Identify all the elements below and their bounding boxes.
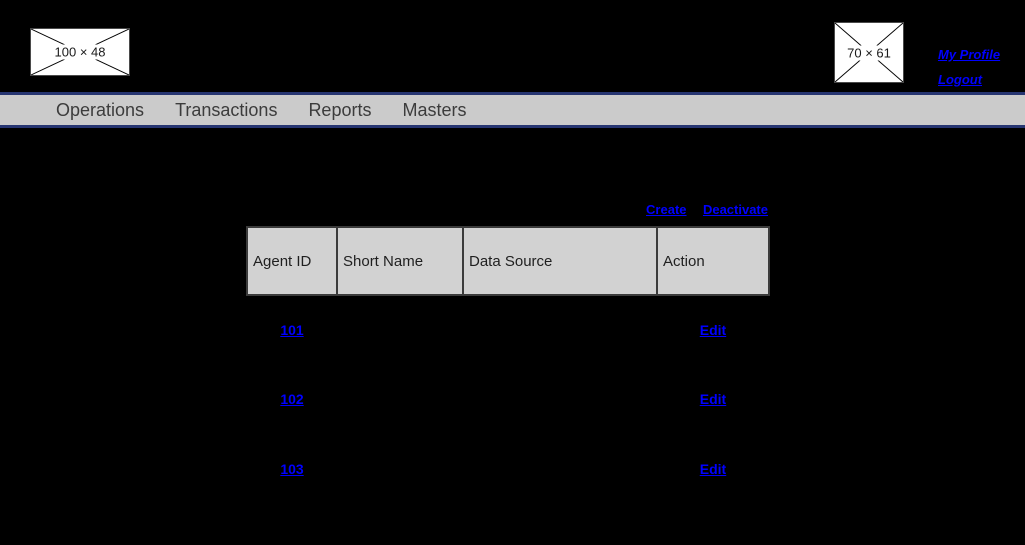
profile-placeholder-label: 70 × 61 (844, 45, 894, 60)
agents-table: Agent ID Short Name Data Source Action 1… (246, 226, 770, 505)
agent-id-cell: 101 (247, 295, 337, 365)
nav-item-transactions[interactable]: Transactions (175, 99, 278, 120)
column-header-agent-id: Agent ID (246, 226, 338, 296)
column-header-short-name: Short Name (336, 226, 464, 296)
agent-id-link[interactable]: 102 (280, 391, 304, 407)
action-cell: Edit (657, 435, 769, 505)
edit-link[interactable]: Edit (699, 391, 727, 407)
agent-id-link[interactable]: 101 (280, 321, 304, 338)
profile-placeholder-image: 70 × 61 (834, 22, 904, 83)
data-source-cell (463, 435, 657, 505)
create-link[interactable]: Create (646, 202, 687, 217)
agent-id-link[interactable]: 103 (280, 461, 304, 477)
my-profile-link[interactable]: My Profile (938, 47, 1001, 62)
short-name-cell (337, 295, 463, 365)
table-row: 102 Edit (247, 365, 769, 435)
nav-item-reports[interactable]: Reports (308, 99, 372, 120)
top-header: 100 × 48 70 × 61 My Profile Logout (0, 0, 1025, 92)
column-header-action: Action (656, 226, 770, 296)
short-name-cell (337, 435, 463, 505)
nav-item-operations[interactable]: Operations (56, 99, 145, 120)
edit-link[interactable]: Edit (699, 321, 727, 338)
logo-placeholder-label: 100 × 48 (51, 44, 109, 60)
short-name-cell (337, 365, 463, 435)
action-cell: Edit (657, 295, 769, 365)
account-links: My Profile Logout (938, 47, 1000, 87)
nav-item-masters[interactable]: Masters (402, 99, 467, 120)
logout-link[interactable]: Logout (938, 72, 983, 87)
data-source-cell (463, 365, 657, 435)
column-header-data-source: Data Source (462, 226, 658, 296)
main-content: Create Deactivate Agent ID Short Name Da… (246, 128, 770, 505)
data-source-cell (463, 295, 657, 365)
main-navbar: Operations Transactions Reports Masters (0, 92, 1025, 128)
agent-id-cell: 103 (247, 435, 337, 505)
deactivate-link[interactable]: Deactivate (702, 202, 768, 217)
table-actions: Create Deactivate (246, 201, 768, 226)
edit-link[interactable]: Edit (699, 461, 727, 477)
table-row: 101 Edit (247, 295, 769, 365)
table-row: 103 Edit (247, 435, 769, 505)
table-header-row: Agent ID Short Name Data Source Action (246, 226, 770, 296)
action-cell: Edit (657, 365, 769, 435)
agent-id-cell: 102 (247, 365, 337, 435)
logo-placeholder-image: 100 × 48 (30, 28, 130, 76)
